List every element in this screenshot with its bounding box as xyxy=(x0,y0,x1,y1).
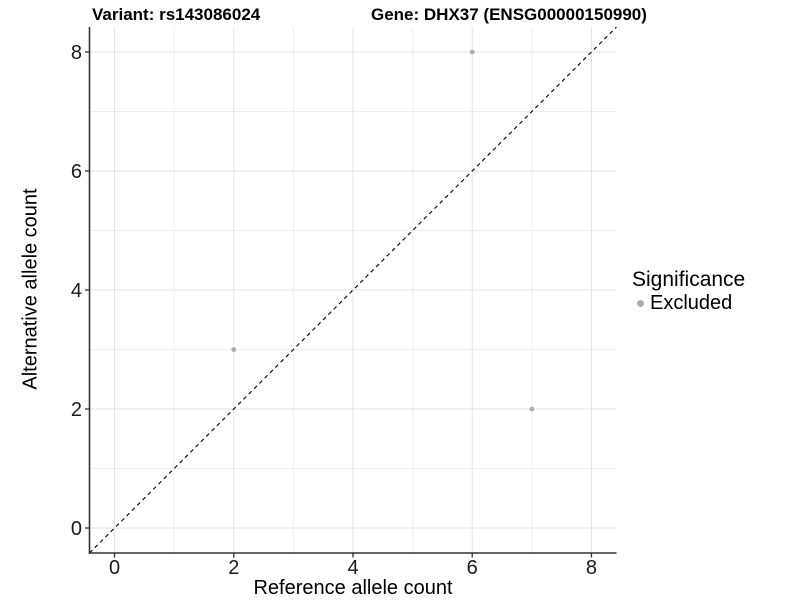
x-tick-label: 8 xyxy=(586,557,597,579)
y-tick-label: 2 xyxy=(71,399,82,421)
y-tick-label: 6 xyxy=(71,161,82,183)
x-tick-label: 0 xyxy=(109,557,120,579)
legend-item-label: Excluded xyxy=(650,292,733,314)
legend-title: Significance xyxy=(632,268,746,291)
data-point xyxy=(231,347,237,352)
gene-title: Gene: DHX37 (ENSG00000150990) xyxy=(371,5,647,24)
legend-key-dot xyxy=(637,299,644,307)
y-axis-title: Alternative allele count xyxy=(19,188,42,390)
x-tick-label: 6 xyxy=(467,557,478,579)
data-point xyxy=(469,49,475,55)
x-tick-label: 2 xyxy=(228,557,239,579)
y-tick-label: 8 xyxy=(71,42,82,64)
legend: Significance Excluded xyxy=(631,268,745,314)
y-tick-label: 4 xyxy=(71,280,82,302)
legend-item-excluded: Excluded xyxy=(631,292,745,314)
x-tick-label: 4 xyxy=(347,557,358,579)
y-tick-label: 0 xyxy=(71,518,82,540)
variant-title: Variant: rs143086024 xyxy=(92,5,261,24)
x-axis-title: Reference allele count xyxy=(253,577,453,599)
data-point xyxy=(529,406,535,412)
